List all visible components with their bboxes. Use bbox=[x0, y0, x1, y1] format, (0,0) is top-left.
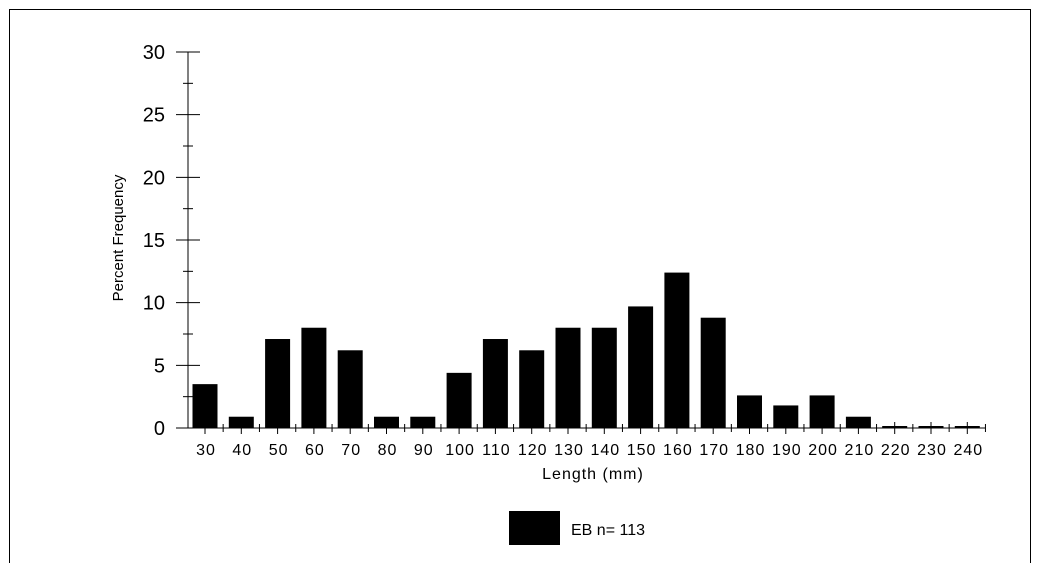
bar bbox=[192, 384, 218, 428]
axes bbox=[176, 51, 986, 434]
x-tick-label: 90 bbox=[414, 442, 434, 459]
bar bbox=[700, 317, 726, 428]
legend: EB n= 113 bbox=[509, 511, 645, 545]
x-tick-label: 60 bbox=[305, 442, 325, 459]
x-axis-label: Length (mm) bbox=[542, 466, 644, 483]
bar bbox=[446, 372, 472, 428]
y-tick-label: 25 bbox=[143, 105, 165, 127]
x-tick-label: 30 bbox=[196, 442, 216, 459]
x-tick-label: 150 bbox=[627, 442, 657, 459]
bar bbox=[628, 306, 654, 428]
x-tick-label: 170 bbox=[699, 442, 729, 459]
x-tick-label: 180 bbox=[736, 442, 766, 459]
bar bbox=[664, 272, 690, 428]
legend-label: EB n= 113 bbox=[571, 522, 645, 539]
y-axis-label: Percent Frequency bbox=[110, 174, 127, 301]
bar bbox=[410, 416, 436, 428]
y-tick-label: 30 bbox=[143, 42, 165, 64]
bar bbox=[809, 395, 835, 428]
x-tick-label: 140 bbox=[590, 442, 620, 459]
x-tick-label: 210 bbox=[845, 442, 875, 459]
bar bbox=[374, 416, 399, 428]
x-tick-label: 220 bbox=[881, 442, 911, 459]
bar bbox=[301, 327, 327, 428]
bar bbox=[773, 405, 799, 428]
x-tick-label: 70 bbox=[341, 442, 361, 459]
bar bbox=[337, 350, 363, 428]
x-tick-label: 110 bbox=[482, 442, 511, 459]
bar bbox=[555, 327, 581, 428]
bar bbox=[519, 350, 545, 428]
x-tick-label: 80 bbox=[378, 442, 398, 459]
bar bbox=[482, 339, 508, 428]
bar bbox=[954, 426, 980, 428]
bar bbox=[591, 327, 617, 428]
x-tick-label: 40 bbox=[232, 442, 252, 459]
x-tick-label: 50 bbox=[269, 442, 289, 459]
bar bbox=[228, 416, 254, 428]
x-tick-label: 230 bbox=[917, 442, 947, 459]
y-tick-labels: 0 5 10 15 20 25 30 bbox=[143, 42, 165, 440]
bar bbox=[737, 395, 762, 428]
x-tick-label: 190 bbox=[772, 442, 802, 459]
y-tick-label: 15 bbox=[143, 230, 165, 252]
bars bbox=[192, 272, 980, 428]
x-tick-label: 240 bbox=[953, 442, 983, 459]
y-tick-label: 5 bbox=[154, 355, 165, 377]
bar bbox=[882, 426, 908, 428]
x-tick-label: 160 bbox=[663, 442, 693, 459]
chart-frame bbox=[9, 9, 1031, 563]
y-tick-label: 10 bbox=[143, 293, 165, 315]
x-tick-labels: 30 40 50 60 70 80 90 100 110 120 130 140 150 160 170 18… bbox=[196, 442, 983, 459]
x-tick-label: 130 bbox=[554, 442, 584, 459]
bar bbox=[918, 426, 944, 428]
x-tick-label: 200 bbox=[808, 442, 838, 459]
x-tick-label: 100 bbox=[445, 442, 475, 459]
y-tick-label: 0 bbox=[154, 418, 165, 440]
bar bbox=[845, 416, 871, 428]
x-tick-label: 120 bbox=[518, 442, 548, 459]
legend-swatch bbox=[509, 511, 560, 545]
bar bbox=[265, 339, 291, 428]
y-tick-label: 20 bbox=[143, 167, 165, 189]
